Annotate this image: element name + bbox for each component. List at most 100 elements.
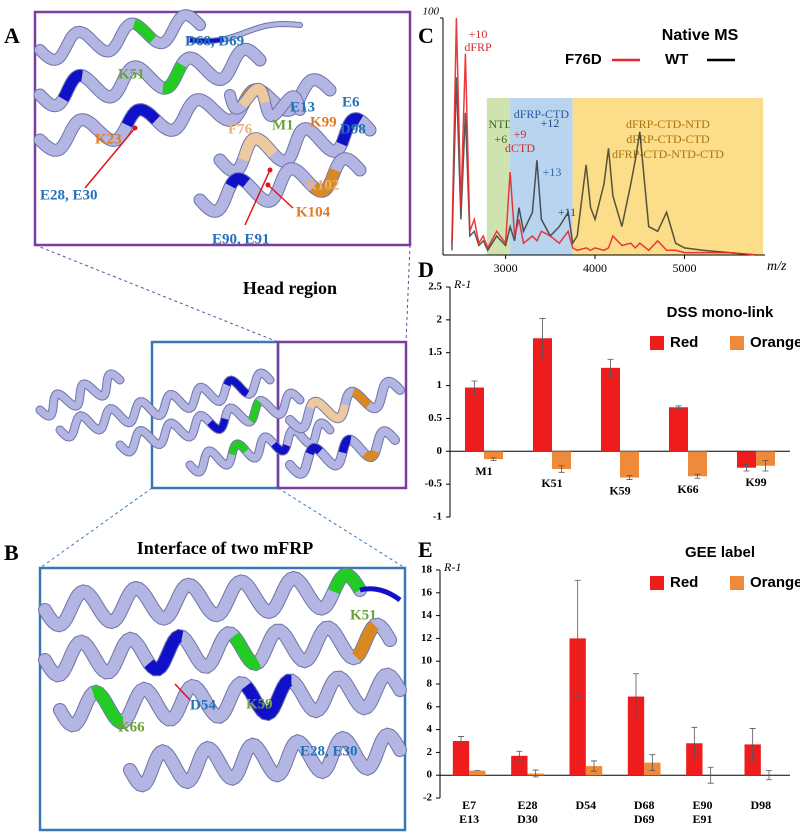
residue-label: K104 [296,204,331,220]
peak-label: +12 [541,116,560,130]
peak-label: +11 [558,205,576,219]
y-tick-label: 100 [423,6,440,18]
error-bar [649,754,656,772]
legend-label: Orange [750,334,800,351]
x-axis-label: m/z [767,259,787,274]
x-tick-label: E13 [459,812,479,826]
legend-swatch [650,336,664,350]
residue-label: K51 [118,66,145,82]
y-tick-label: 10 [421,655,433,667]
arrow-head [265,182,271,188]
error-bar [694,473,701,479]
residue-highlight [305,444,323,456]
region-label: dFRP-CTD [514,107,570,121]
error-bar [707,766,714,784]
error-bar [574,579,581,697]
residue-highlight [351,621,379,662]
residue-highlight [362,449,380,461]
region-label: dFRP-CTD-NTD-CTD [612,147,724,161]
peak-label: +10 [469,27,488,41]
error-bar [516,750,523,761]
region [486,98,511,255]
interface-box [150,340,280,490]
x-tick-label: D69 [634,812,655,826]
ms-trace [451,17,757,256]
x-tick-label: K99 [745,475,766,489]
error-bar [558,465,565,473]
legend-label: WT [665,51,688,68]
bar [600,367,620,452]
residue-label: E13 [290,99,315,115]
arrow [244,169,271,226]
bar [484,451,504,460]
helix [39,618,396,682]
error-bar [626,475,633,480]
y-axis-label: R-1 [453,277,471,291]
ms-trace [451,77,757,256]
panel-label: C [418,23,434,48]
y-tick-label: 18 [421,564,433,576]
error-bar [607,358,614,377]
y-tick-label: 0 [427,769,433,781]
residue-label: K23 [95,131,122,147]
residue-label: D54 [190,697,216,713]
error-bar [591,760,597,772]
residue-label: M1 [272,117,294,133]
x-tick-label: M1 [475,464,492,478]
region-label: dFRP-CTD-CTD [626,132,710,146]
caption: Head region [243,278,337,298]
y-tick-label: 0.5 [428,412,442,424]
y-tick-label: 16 [421,586,433,598]
residue-highlight [144,629,184,676]
panel-label: A [4,23,20,48]
error-bar [539,318,546,359]
arrow [84,127,136,189]
residue-highlight [248,399,262,424]
x-tick-label: 5000 [673,261,697,275]
error-bar [749,728,756,761]
error-bar [675,405,682,409]
residue-label: R102 [306,177,339,193]
bar [668,407,688,452]
residue-highlight [162,61,187,94]
bar [511,755,528,776]
arrow [267,184,294,209]
peak-label: +9 [514,127,527,141]
region-label: dFRP-CTD-NTD [626,117,710,131]
error-bar [743,464,750,472]
legend-label: Red [670,574,698,591]
residue-highlight [241,674,293,721]
legend-label: Orange [750,574,800,591]
zoom-line [405,244,411,343]
residue-highlight [351,388,372,409]
y-tick-label: 2 [427,746,433,758]
arrow-head [267,167,273,173]
y-axis-label: R-1 [443,560,461,574]
bar [756,451,776,466]
residue-label: E28, E30 [300,743,358,759]
residue-highlight [336,113,364,147]
legend-swatch [730,336,744,350]
x-tick-label: E28 [517,798,537,812]
panel-label: D [418,257,434,282]
residue-label: E6 [342,94,360,110]
region-label: NTD [488,117,513,131]
residue-highlight [238,83,270,109]
error-bar [691,726,698,760]
arrow [174,683,191,701]
zoom-line [39,487,153,569]
residue-highlight [306,397,349,423]
bar [469,770,486,776]
y-tick-label: 2.5 [428,281,442,293]
residue-label: K51 [350,607,377,623]
x-tick-label: K66 [677,482,698,496]
helix [36,370,124,420]
residue-highlight [132,18,157,44]
peak-label: dFRP [464,40,492,54]
y-tick-label: 12 [421,632,433,644]
helix [35,10,205,65]
residue-highlight [228,440,249,456]
legend-title: Native MS [662,27,739,44]
legend-swatch [650,576,664,590]
